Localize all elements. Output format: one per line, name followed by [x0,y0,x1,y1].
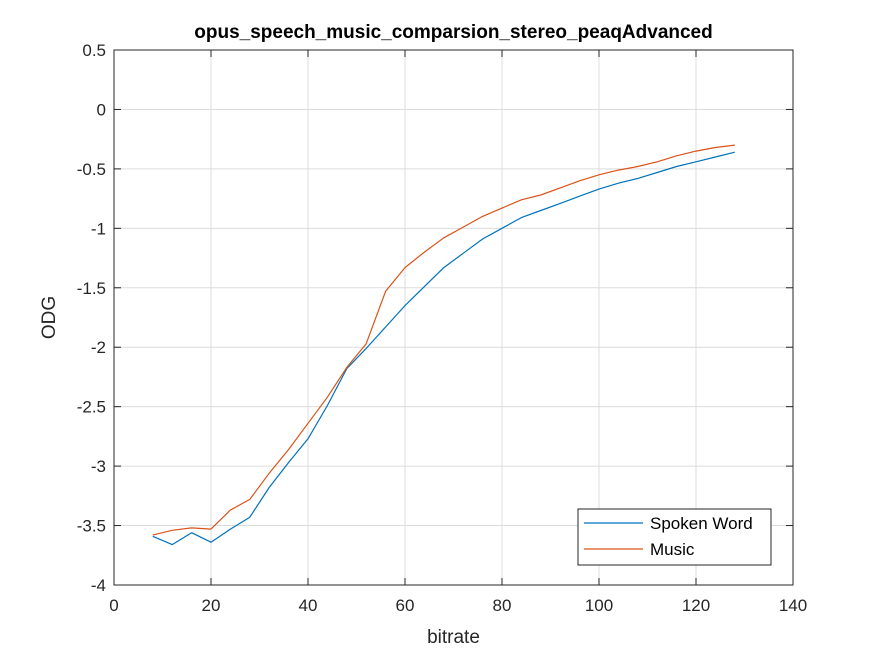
y-tick-label: 0 [97,100,106,119]
x-tick-label: 140 [779,596,807,615]
y-axis-label: ODG [39,296,60,339]
ticks: 0 20 40 60 80 100 120 140 -4 -3.5 -3 -2.5 -2 -1.5 -1 -0… [77,41,807,615]
legend-box [577,508,772,566]
x-tick-label: 120 [682,596,710,615]
x-tick-label: 80 [493,596,512,615]
y-tick-label: -2 [91,338,106,357]
x-tick-label: 100 [585,596,613,615]
y-tick-label: -3 [91,457,106,476]
y-tick-label: -1 [91,219,106,238]
x-tick-label: 20 [202,596,221,615]
series-line-music [152,144,735,536]
legend: Spoken Word Music [577,508,772,566]
y-tick-label: -2.5 [77,398,106,417]
series-layer [152,144,735,546]
y-tick-label: 0.5 [82,41,106,60]
series-line-spoken-word [152,151,735,546]
plot-area [114,50,793,585]
y-tick-label: -0.5 [77,160,106,179]
legend-label-spoken-word: Spoken Word [650,514,753,533]
legend-label-music: Music [650,540,695,559]
x-tick-label: 40 [299,596,318,615]
axes-frame [113,49,794,586]
y-tick-label: -1.5 [77,279,106,298]
x-axis-label: bitrate [427,627,480,648]
y-tick-label: -3.5 [77,517,106,536]
x-tick-label: 0 [109,596,118,615]
chart-title: opus_speech_music_comparsion_stereo_peaq… [194,22,712,43]
y-tick-label: -4 [91,576,106,595]
x-tick-label: 60 [396,596,415,615]
